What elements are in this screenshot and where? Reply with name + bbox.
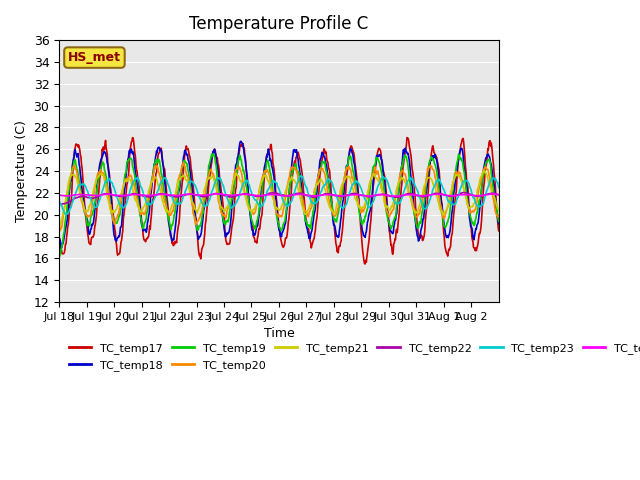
TC_temp19 <box>107 205 115 211</box>
TC_temp22 <box>226 194 234 200</box>
TC_temp20 <box>324 190 332 196</box>
TC_temp17 <box>107 186 115 192</box>
Line: TC_temp23: TC_temp23 <box>59 176 499 214</box>
Legend: TC_temp17, TC_temp18, TC_temp19, TC_temp20, TC_temp21, TC_temp22, TC_temp23, TC_: TC_temp17, TC_temp18, TC_temp19, TC_temp… <box>65 339 640 375</box>
TC_temp22 <box>460 190 468 195</box>
TC_temp17 <box>403 135 411 141</box>
TC_temp24 <box>392 193 399 199</box>
TC_temp21 <box>348 182 356 188</box>
Text: HS_met: HS_met <box>68 51 121 64</box>
TC_temp17 <box>362 261 369 267</box>
X-axis label: Time: Time <box>264 327 294 340</box>
TC_temp19 <box>349 166 356 171</box>
TC_temp18 <box>108 198 115 204</box>
TC_temp23 <box>349 181 357 187</box>
TC_temp23 <box>55 199 63 204</box>
TC_temp19 <box>324 178 332 183</box>
TC_temp17 <box>226 240 234 245</box>
TC_temp24 <box>227 192 234 198</box>
TC_temp17 <box>55 234 63 240</box>
TC_temp20 <box>107 202 115 207</box>
TC_temp20 <box>55 229 63 235</box>
TC_temp24 <box>324 192 332 197</box>
TC_temp18 <box>55 236 63 241</box>
TC_temp24 <box>107 192 115 197</box>
Line: TC_temp17: TC_temp17 <box>59 138 499 264</box>
TC_temp22 <box>323 191 331 197</box>
Line: TC_temp19: TC_temp19 <box>59 154 499 260</box>
TC_temp24 <box>213 191 221 197</box>
Line: TC_temp21: TC_temp21 <box>59 171 499 228</box>
TC_temp23 <box>495 185 502 191</box>
TC_temp18 <box>237 138 244 144</box>
TC_temp17 <box>323 158 331 164</box>
TC_temp21 <box>107 208 115 214</box>
TC_temp18 <box>324 180 332 186</box>
TC_temp18 <box>495 221 502 227</box>
TC_temp23 <box>188 179 196 184</box>
TC_temp19 <box>495 218 502 224</box>
TC_temp19 <box>188 195 195 201</box>
TC_temp20 <box>210 172 218 178</box>
TC_temp17 <box>209 150 217 156</box>
TC_temp21 <box>495 207 502 213</box>
Line: TC_temp22: TC_temp22 <box>59 192 499 204</box>
TC_temp18 <box>210 150 218 156</box>
Title: Temperature Profile C: Temperature Profile C <box>189 15 369 33</box>
TC_temp20 <box>495 214 502 220</box>
TC_temp20 <box>227 193 234 199</box>
Line: TC_temp24: TC_temp24 <box>59 194 499 196</box>
TC_temp21 <box>226 196 234 202</box>
TC_temp24 <box>349 192 356 198</box>
TC_temp18 <box>58 245 65 251</box>
TC_temp22 <box>348 191 356 196</box>
TC_temp18 <box>227 221 234 227</box>
TC_temp22 <box>107 192 115 197</box>
TC_temp19 <box>227 203 234 208</box>
TC_temp17 <box>348 144 356 150</box>
Line: TC_temp20: TC_temp20 <box>59 162 499 232</box>
TC_temp21 <box>323 197 331 203</box>
TC_temp22 <box>209 191 217 197</box>
TC_temp23 <box>210 183 218 189</box>
Y-axis label: Temperature (C): Temperature (C) <box>15 120 28 222</box>
TC_temp20 <box>349 175 356 180</box>
TC_temp17 <box>188 168 195 174</box>
TC_temp20 <box>180 159 188 165</box>
TC_temp19 <box>209 151 217 156</box>
TC_temp21 <box>209 175 217 180</box>
TC_temp18 <box>188 184 196 190</box>
TC_temp24 <box>55 192 63 198</box>
TC_temp21 <box>480 168 488 174</box>
TC_temp22 <box>188 192 195 197</box>
TC_temp23 <box>324 176 332 182</box>
TC_temp24 <box>495 192 502 198</box>
TC_temp19 <box>55 257 63 263</box>
TC_temp22 <box>495 192 502 198</box>
TC_temp18 <box>349 154 357 159</box>
TC_temp23 <box>297 173 305 179</box>
TC_temp20 <box>188 202 196 207</box>
TC_temp23 <box>227 204 234 210</box>
TC_temp19 <box>210 152 218 157</box>
TC_temp17 <box>495 228 502 234</box>
Line: TC_temp18: TC_temp18 <box>59 141 499 248</box>
TC_temp21 <box>55 225 63 231</box>
TC_temp21 <box>188 197 195 203</box>
TC_temp24 <box>209 192 217 197</box>
TC_temp22 <box>55 202 63 207</box>
TC_temp23 <box>108 179 115 185</box>
TC_temp23 <box>63 211 71 217</box>
TC_temp24 <box>188 191 195 197</box>
